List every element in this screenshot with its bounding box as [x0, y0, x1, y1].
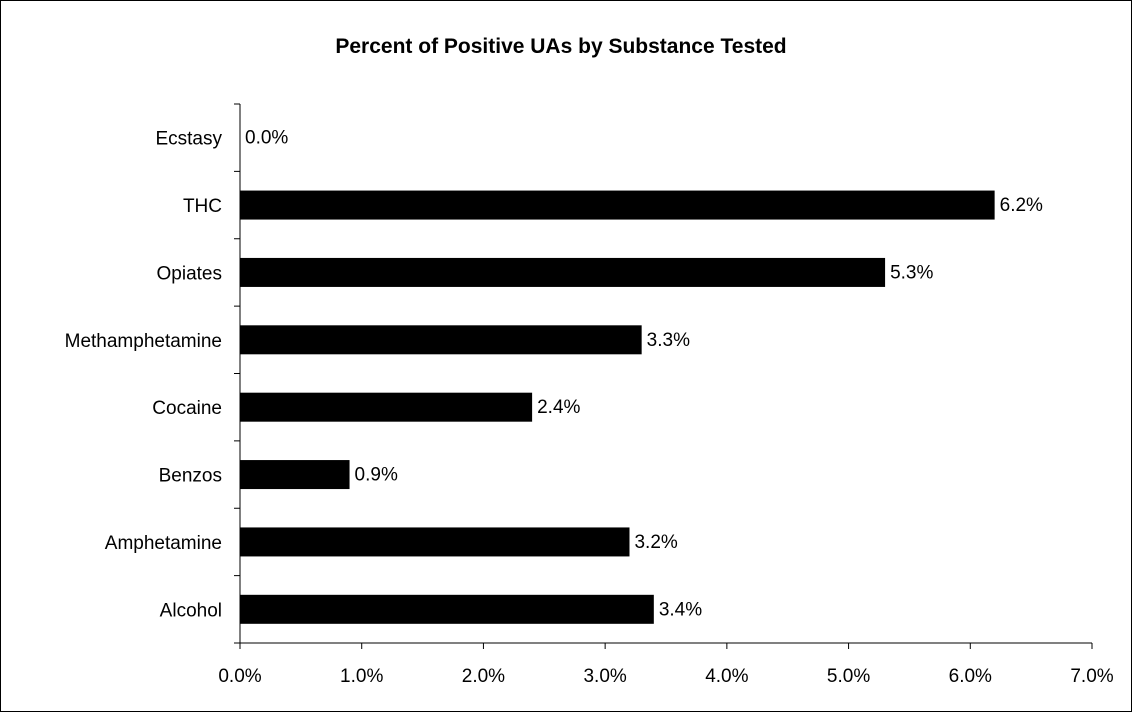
bar-thc	[240, 190, 995, 220]
category-label: Benzos	[159, 466, 222, 487]
bar-methamphetamine	[240, 325, 642, 355]
category-label: Ecstasy	[155, 129, 222, 150]
data-label: 6.2%	[1000, 195, 1043, 216]
bar-cocaine	[240, 392, 533, 422]
category-label: Cocaine	[152, 398, 222, 419]
category-label: Alcohol	[160, 600, 222, 621]
x-tick-label: 7.0%	[1070, 666, 1113, 687]
chart-title: Percent of Positive UAs by Substance Tes…	[335, 35, 787, 58]
data-label: 3.3%	[647, 330, 690, 351]
x-tick-label: 6.0%	[949, 666, 992, 687]
bar-opiates	[240, 257, 886, 287]
x-tick-label: 5.0%	[827, 666, 870, 687]
axes	[234, 103, 1093, 649]
data-label: 5.3%	[890, 262, 933, 283]
category-label: THC	[183, 196, 222, 217]
category-label: Opiates	[157, 263, 222, 284]
bar-amphetamine	[240, 527, 630, 557]
data-label: 0.9%	[355, 465, 398, 486]
x-tick-label: 0.0%	[218, 666, 261, 687]
bar-benzos	[240, 460, 350, 490]
x-tick-label: 2.0%	[462, 666, 505, 687]
x-tick-label: 3.0%	[583, 666, 626, 687]
category-label: Methamphetamine	[65, 331, 222, 352]
x-tick-label: 1.0%	[340, 666, 383, 687]
labels-group: 0.0% 1.0% 2.0% 3.0% 4.0% 5.0% 6.0% 7.0% Alcohol 3…	[65, 128, 1114, 687]
x-tick-label: 4.0%	[705, 666, 748, 687]
data-label: 3.4%	[659, 599, 702, 620]
data-label: 3.2%	[634, 532, 677, 553]
data-label: 2.4%	[537, 397, 580, 418]
bar-alcohol	[240, 594, 654, 624]
data-label: 0.0%	[245, 128, 288, 149]
bars-group	[240, 190, 995, 624]
category-label: Amphetamine	[105, 533, 222, 554]
